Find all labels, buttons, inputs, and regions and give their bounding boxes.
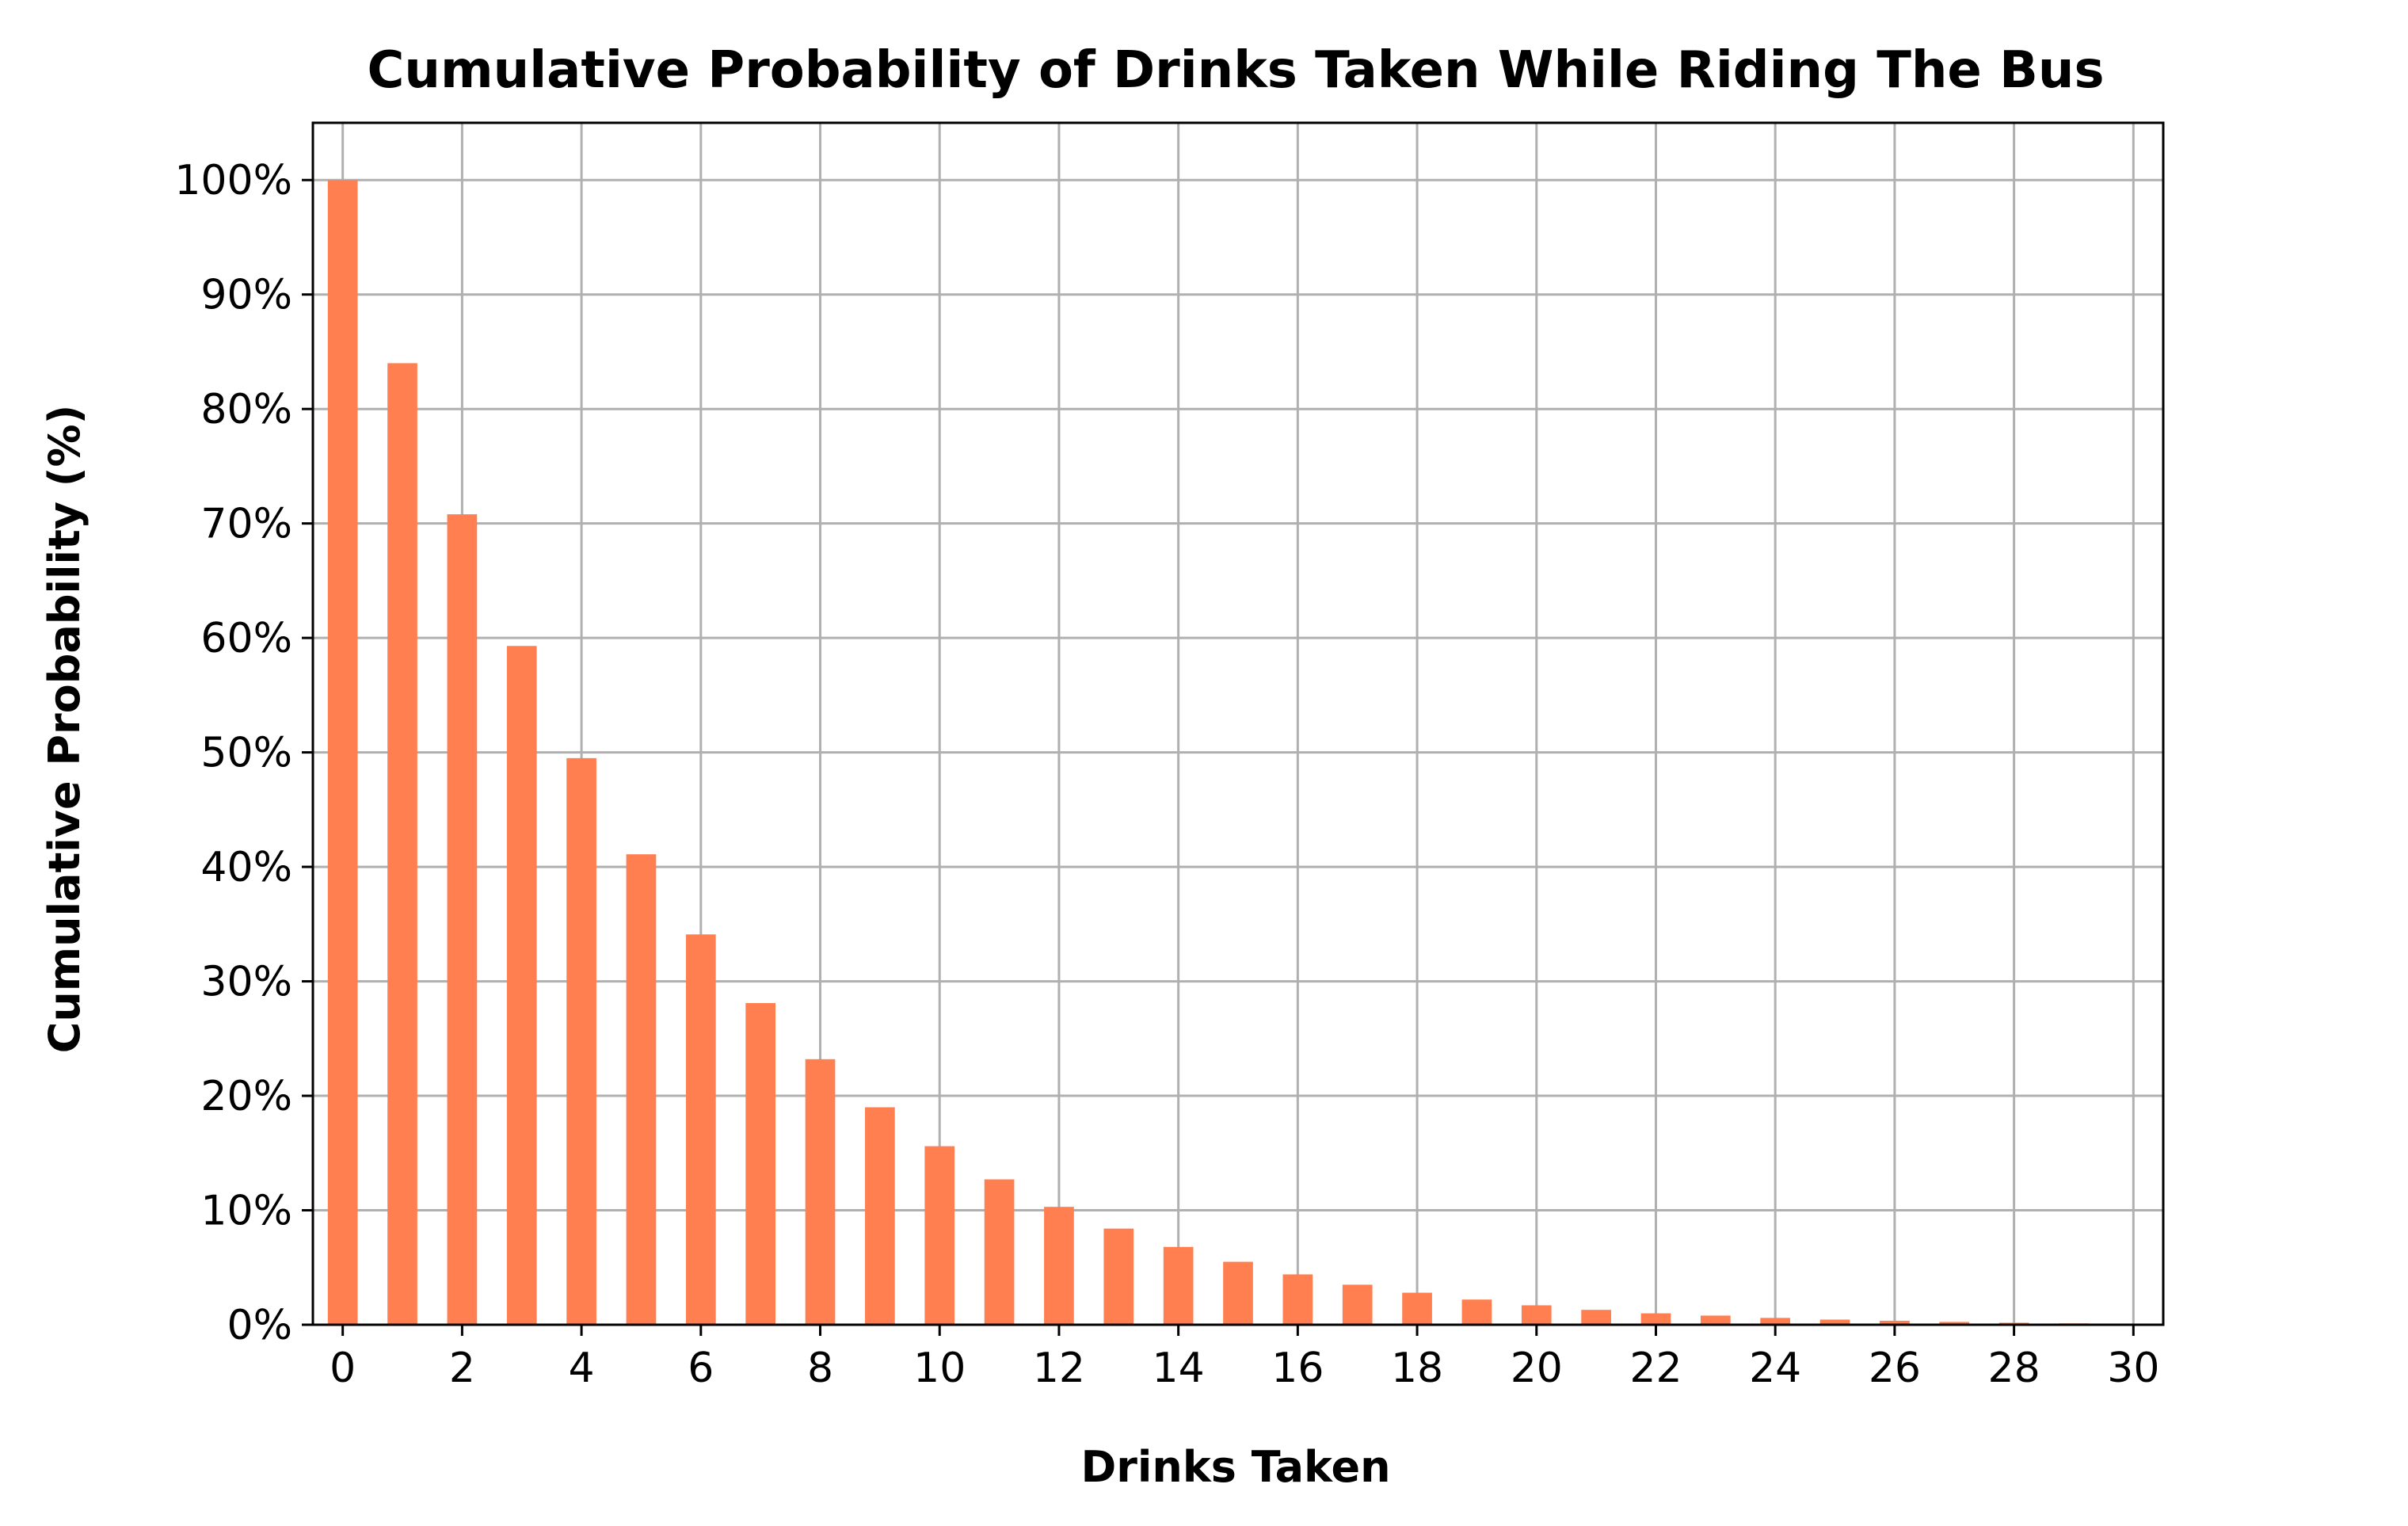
x-tick-label: 2 [449,1345,475,1392]
y-tick-label: 50% [200,730,292,777]
y-tick-label: 0% [227,1302,293,1349]
x-tick-label: 26 [1869,1345,1921,1392]
ticks: 0 2 4 6 8 10 12 14 16 18 20 22 24 26 28 300%10%20%30%40… [174,157,2159,1392]
x-tick-label: 20 [1511,1345,1563,1392]
x-tick-label: 22 [1629,1345,1682,1392]
x-tick-label: 14 [1153,1345,1205,1392]
y-axis-label: Cumulative Probability (%) [40,405,90,1054]
bar [1819,1319,1850,1325]
y-tick-label: 10% [200,1188,292,1235]
x-tick-label: 30 [2107,1345,2159,1392]
x-tick-label: 18 [1391,1345,1443,1392]
y-tick-label: 30% [200,959,292,1006]
bar [984,1179,1015,1325]
plot-frame [311,121,2165,1326]
bar [447,514,478,1325]
bar [1760,1318,1791,1325]
bar [566,757,596,1325]
y-tick-label: 80% [200,386,292,433]
bar [924,1146,955,1325]
bar [1461,1299,1492,1325]
bar [685,934,716,1325]
bar [1521,1305,1552,1325]
x-tick-label: 12 [1033,1345,1085,1392]
y-tick-label: 40% [200,844,292,891]
bar [1880,1320,1910,1325]
bar [1163,1246,1194,1325]
y-tick-label: 60% [200,615,292,662]
y-tick-label: 100% [174,157,292,204]
x-axis-label: Drinks Taken [1080,1442,1390,1492]
bar [865,1107,895,1325]
bar [805,1059,836,1325]
bar [387,363,417,1325]
bar [1939,1322,1970,1325]
x-tick-label: 8 [807,1345,833,1392]
bar [1282,1274,1313,1325]
chart-title: Cumulative Probability of Drinks Taken W… [367,41,2104,100]
grid [313,123,2163,1326]
bar [327,180,358,1326]
bar [626,854,657,1325]
bar [1223,1261,1253,1325]
bar [1044,1207,1074,1325]
bar [1342,1284,1373,1325]
bar [1640,1313,1671,1325]
x-tick-label: 6 [688,1345,714,1392]
x-tick-label: 28 [1988,1345,2040,1392]
bar [1103,1228,1134,1325]
bars [327,180,2089,1326]
x-tick-label: 0 [330,1345,356,1392]
bar [1402,1292,1432,1325]
x-tick-label: 16 [1271,1345,1324,1392]
bar [745,1003,775,1325]
x-tick-label: 4 [569,1345,595,1392]
bar [1581,1310,1611,1325]
x-tick-label: 24 [1749,1345,1801,1392]
bar [506,646,537,1325]
y-tick-label: 70% [200,501,292,548]
bar [1701,1315,1731,1325]
y-tick-label: 90% [200,272,292,319]
x-tick-label: 10 [913,1345,966,1392]
y-tick-label: 20% [200,1073,292,1120]
